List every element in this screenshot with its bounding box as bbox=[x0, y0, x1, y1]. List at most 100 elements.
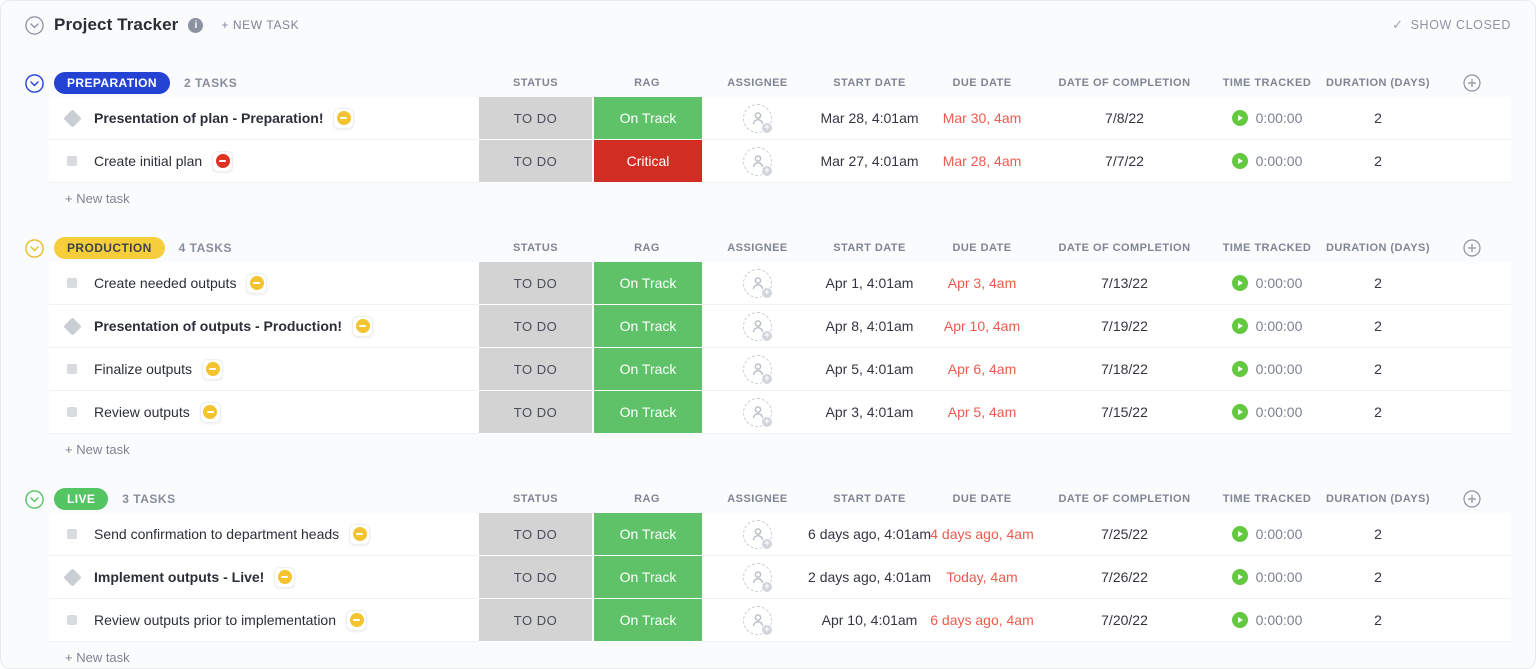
due-date[interactable]: Apr 10, 4am bbox=[926, 305, 1038, 348]
new-task-link[interactable]: + New task bbox=[65, 650, 130, 665]
priority-icon[interactable] bbox=[246, 272, 268, 294]
new-task-link[interactable]: + New task bbox=[65, 442, 130, 457]
assignee-cell[interactable]: + bbox=[702, 140, 813, 183]
start-date[interactable]: Apr 5, 4:01am bbox=[813, 348, 926, 391]
start-date[interactable]: 2 days ago, 4:01am bbox=[808, 556, 931, 599]
col-header-due-date[interactable]: DUE DATE bbox=[952, 493, 1012, 505]
status-cell[interactable]: TO DO bbox=[479, 391, 592, 434]
time-tracked-cell[interactable]: 0:00:00 bbox=[1211, 556, 1323, 599]
completion-date[interactable]: 7/20/22 bbox=[1038, 599, 1211, 642]
rag-cell[interactable]: On Track bbox=[592, 513, 702, 556]
task-name[interactable]: Implement outputs - Live! bbox=[94, 569, 265, 585]
priority-icon[interactable] bbox=[346, 609, 368, 631]
play-icon[interactable] bbox=[1231, 526, 1248, 542]
task-row[interactable]: Finalize outputs TO DO On Track + Apr 5,… bbox=[49, 348, 1511, 391]
priority-icon[interactable] bbox=[274, 566, 296, 588]
assignee-cell[interactable]: + bbox=[702, 556, 813, 599]
add-column-button[interactable] bbox=[1433, 234, 1511, 262]
col-header-duration[interactable]: DURATION (DAYS) bbox=[1326, 77, 1430, 89]
due-date[interactable]: Mar 30, 4am bbox=[926, 97, 1038, 140]
col-header-time-tracked[interactable]: TIME TRACKED bbox=[1222, 493, 1312, 505]
show-closed-toggle[interactable]: ✓ SHOW CLOSED bbox=[1392, 17, 1511, 33]
duration-cell[interactable]: 2 bbox=[1323, 140, 1433, 183]
add-column-button[interactable] bbox=[1433, 69, 1511, 97]
task-row[interactable]: Review outputs TO DO On Track + Apr 3, 4… bbox=[49, 391, 1511, 434]
duration-cell[interactable]: 2 bbox=[1323, 513, 1433, 556]
col-header-time-tracked[interactable]: TIME TRACKED bbox=[1222, 77, 1312, 89]
rag-cell[interactable]: On Track bbox=[592, 262, 702, 305]
milestone-icon[interactable] bbox=[62, 316, 82, 336]
collapse-group-icon[interactable] bbox=[25, 73, 44, 93]
status-cell[interactable]: TO DO bbox=[479, 599, 592, 642]
collapse-group-icon[interactable] bbox=[25, 489, 44, 509]
time-tracked-cell[interactable]: 0:00:00 bbox=[1211, 97, 1323, 140]
due-date[interactable]: Apr 6, 4am bbox=[926, 348, 1038, 391]
play-icon[interactable] bbox=[1231, 612, 1248, 628]
task-name[interactable]: Presentation of outputs - Production! bbox=[94, 318, 343, 334]
col-header-duration[interactable]: DURATION (DAYS) bbox=[1326, 493, 1430, 505]
status-cell[interactable]: TO DO bbox=[479, 140, 592, 183]
duration-cell[interactable]: 2 bbox=[1323, 262, 1433, 305]
completion-date[interactable]: 7/19/22 bbox=[1038, 305, 1211, 348]
start-date[interactable]: Mar 28, 4:01am bbox=[813, 97, 926, 140]
collapse-group-icon[interactable] bbox=[25, 238, 44, 258]
col-header-completion[interactable]: DATE OF COMPLETION bbox=[1058, 493, 1191, 505]
start-date[interactable]: Apr 8, 4:01am bbox=[813, 305, 926, 348]
duration-cell[interactable]: 2 bbox=[1323, 348, 1433, 391]
start-date[interactable]: Mar 27, 4:01am bbox=[813, 140, 926, 183]
task-status-icon[interactable] bbox=[63, 278, 81, 288]
task-status-icon[interactable] bbox=[63, 615, 81, 625]
col-header-rag[interactable]: RAG bbox=[634, 493, 660, 505]
col-header-assignee[interactable]: ASSIGNEE bbox=[727, 242, 788, 254]
assignee-cell[interactable]: + bbox=[702, 391, 813, 434]
priority-icon[interactable] bbox=[202, 358, 224, 380]
status-cell[interactable]: TO DO bbox=[479, 348, 592, 391]
task-row[interactable]: Send confirmation to department heads TO… bbox=[49, 513, 1511, 556]
col-header-status[interactable]: STATUS bbox=[512, 242, 559, 254]
rag-cell[interactable]: On Track bbox=[592, 348, 702, 391]
assignee-cell[interactable]: + bbox=[702, 97, 813, 140]
col-header-rag[interactable]: RAG bbox=[634, 242, 660, 254]
col-header-duration[interactable]: DURATION (DAYS) bbox=[1326, 242, 1430, 254]
duration-cell[interactable]: 2 bbox=[1323, 305, 1433, 348]
rag-cell[interactable]: On Track bbox=[592, 97, 702, 140]
assignee-cell[interactable]: + bbox=[702, 599, 813, 642]
task-status-icon[interactable] bbox=[63, 156, 81, 166]
milestone-icon[interactable] bbox=[62, 108, 82, 128]
due-date[interactable]: Apr 5, 4am bbox=[926, 391, 1038, 434]
task-row[interactable]: Presentation of outputs - Production! TO… bbox=[49, 305, 1511, 348]
due-date[interactable]: 4 days ago, 4am bbox=[926, 513, 1038, 556]
start-date[interactable]: Apr 10, 4:01am bbox=[813, 599, 926, 642]
rag-cell[interactable]: Critical bbox=[592, 140, 702, 183]
rag-cell[interactable]: On Track bbox=[592, 305, 702, 348]
col-header-status[interactable]: STATUS bbox=[512, 77, 559, 89]
col-header-assignee[interactable]: ASSIGNEE bbox=[727, 493, 788, 505]
task-name[interactable]: Create initial plan bbox=[94, 153, 203, 169]
task-name[interactable]: Send confirmation to department heads bbox=[94, 526, 340, 542]
group-status-badge[interactable]: LIVE bbox=[54, 488, 109, 510]
milestone-icon[interactable] bbox=[62, 567, 82, 587]
play-icon[interactable] bbox=[1231, 275, 1248, 291]
col-header-start-date[interactable]: START DATE bbox=[833, 77, 906, 89]
collapse-list-icon[interactable] bbox=[25, 15, 44, 35]
task-name[interactable]: Presentation of plan - Preparation! bbox=[94, 110, 324, 126]
start-date[interactable]: 6 days ago, 4:01am bbox=[808, 513, 931, 556]
status-cell[interactable]: TO DO bbox=[479, 513, 592, 556]
completion-date[interactable]: 7/25/22 bbox=[1038, 513, 1211, 556]
due-date[interactable]: Apr 3, 4am bbox=[926, 262, 1038, 305]
time-tracked-cell[interactable]: 0:00:00 bbox=[1211, 140, 1323, 183]
priority-icon[interactable] bbox=[349, 523, 371, 545]
add-column-button[interactable] bbox=[1433, 485, 1511, 513]
play-icon[interactable] bbox=[1231, 153, 1248, 169]
col-header-status[interactable]: STATUS bbox=[512, 493, 559, 505]
rag-cell[interactable]: On Track bbox=[592, 556, 702, 599]
col-header-due-date[interactable]: DUE DATE bbox=[952, 242, 1012, 254]
new-task-button[interactable]: + NEW TASK bbox=[221, 18, 300, 32]
status-cell[interactable]: TO DO bbox=[479, 305, 592, 348]
play-icon[interactable] bbox=[1231, 404, 1248, 420]
time-tracked-cell[interactable]: 0:00:00 bbox=[1211, 348, 1323, 391]
col-header-start-date[interactable]: START DATE bbox=[833, 493, 906, 505]
status-cell[interactable]: TO DO bbox=[479, 556, 592, 599]
task-row[interactable]: Create needed outputs TO DO On Track + A… bbox=[49, 262, 1511, 305]
play-icon[interactable] bbox=[1231, 361, 1248, 377]
